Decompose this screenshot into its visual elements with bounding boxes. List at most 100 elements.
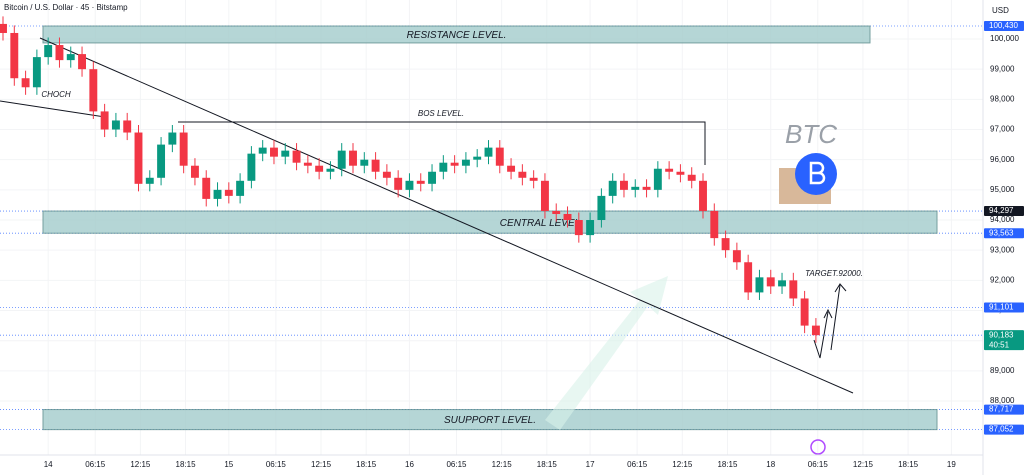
x-tick-label: 18:15 xyxy=(537,460,558,469)
candle-body xyxy=(586,220,595,236)
bos-label: BOS LEVEL. xyxy=(418,109,464,118)
candle-body xyxy=(382,171,391,178)
arrow-head xyxy=(823,308,833,319)
btc-symbol xyxy=(809,161,826,185)
candle-body xyxy=(800,298,809,326)
candle-body xyxy=(574,220,583,236)
candle-body xyxy=(21,78,30,88)
candle-body xyxy=(495,147,504,166)
candle-body xyxy=(473,156,482,160)
zone xyxy=(42,25,871,44)
candle-body xyxy=(236,180,245,196)
candle-body xyxy=(811,325,820,336)
candle-body xyxy=(778,280,786,287)
candle-body xyxy=(10,32,19,79)
price-marker-label: 87,717 xyxy=(989,405,1014,414)
price-marker-label: 87,052 xyxy=(989,425,1014,434)
x-tick-label: 18:15 xyxy=(898,460,919,469)
arrow-head xyxy=(834,283,847,293)
candle-body xyxy=(461,159,470,166)
candle-body xyxy=(213,189,222,199)
candle-body xyxy=(755,277,764,293)
y-tick-label: 94,000 xyxy=(990,215,1015,224)
zone-label: CENTRAL LEVEL xyxy=(500,218,580,229)
x-tick-label: 12:15 xyxy=(853,460,874,469)
candle-body xyxy=(789,280,798,299)
candle-body xyxy=(247,153,256,181)
candle-body xyxy=(360,159,369,166)
x-tick-label: 18:15 xyxy=(176,460,197,469)
x-tick-label: 18:15 xyxy=(356,460,377,469)
candle-body xyxy=(665,168,674,172)
candle-body xyxy=(732,250,741,263)
candle-body xyxy=(676,171,685,175)
choch-label: CHOCH xyxy=(41,90,71,99)
candle-body xyxy=(484,147,493,157)
candle-body xyxy=(179,132,188,166)
big-arrow xyxy=(545,276,668,430)
candle-body xyxy=(202,177,211,199)
x-tick-label: 06:15 xyxy=(446,460,467,469)
candle-body xyxy=(620,180,628,190)
candle-body xyxy=(123,120,132,133)
candle-body xyxy=(416,180,425,184)
candle-body xyxy=(303,162,312,166)
x-tick-label: 18:15 xyxy=(717,460,738,469)
price-marker-label: 94,297 xyxy=(989,206,1014,215)
price-marker xyxy=(984,330,1024,351)
candle-body xyxy=(168,132,177,145)
x-tick-label: 06:15 xyxy=(266,460,287,469)
candle-body xyxy=(190,165,199,178)
x-tick-label: 17 xyxy=(586,460,595,469)
candle-body xyxy=(552,210,561,214)
y-tick-label: 93,000 xyxy=(990,245,1015,254)
candle-body xyxy=(744,262,753,293)
y-tick-label: 92,000 xyxy=(990,275,1015,284)
candle-body xyxy=(292,150,301,163)
currency: USD xyxy=(992,6,1009,15)
candle-body xyxy=(507,165,516,172)
candle-body xyxy=(89,69,98,112)
price-marker-label: 90,183 xyxy=(989,330,1014,339)
countdown-label: 40:51 xyxy=(989,340,1010,349)
candle-body xyxy=(315,165,324,172)
x-tick-label: 16 xyxy=(405,460,414,469)
candle-body xyxy=(111,120,120,130)
x-tick-label: 12:15 xyxy=(130,460,151,469)
candle-body xyxy=(631,186,640,190)
candle-body xyxy=(145,177,154,184)
path-arrow xyxy=(813,311,829,359)
symbol-header: Bitcoin / U.S. Dollar · 45 · Bitstamp xyxy=(4,3,128,12)
candle-body xyxy=(428,171,436,184)
candle-body xyxy=(157,144,166,178)
candle-body xyxy=(224,189,233,196)
y-tick-label: 100,000 xyxy=(990,34,1019,43)
candle-body xyxy=(78,54,86,70)
zone-label: RESISTANCE LEVEL. xyxy=(407,30,507,41)
price-marker xyxy=(984,21,1024,32)
candle-body xyxy=(450,162,459,166)
candle-body xyxy=(642,186,651,190)
x-tick-label: 06:15 xyxy=(627,460,648,469)
candle-body xyxy=(710,210,719,239)
x-tick-label: 12:15 xyxy=(311,460,332,469)
candle-body xyxy=(687,174,696,181)
candle-body xyxy=(55,45,64,61)
x-tick-label: 19 xyxy=(947,460,956,469)
candle-body xyxy=(597,195,606,221)
y-tick-label: 96,000 xyxy=(990,155,1015,164)
candle-body xyxy=(371,159,380,172)
y-tick-label: 88,000 xyxy=(990,396,1015,405)
trend-line xyxy=(39,37,854,394)
candle-body xyxy=(281,150,290,157)
price-marker xyxy=(984,302,1024,313)
candle-body xyxy=(134,132,143,184)
x-tick-label: 12:15 xyxy=(672,460,693,469)
y-tick-label: 89,000 xyxy=(990,366,1015,375)
price-marker xyxy=(984,424,1024,435)
candle-body xyxy=(32,57,41,88)
x-tick-label: 14 xyxy=(44,460,53,469)
price-marker xyxy=(984,404,1024,415)
